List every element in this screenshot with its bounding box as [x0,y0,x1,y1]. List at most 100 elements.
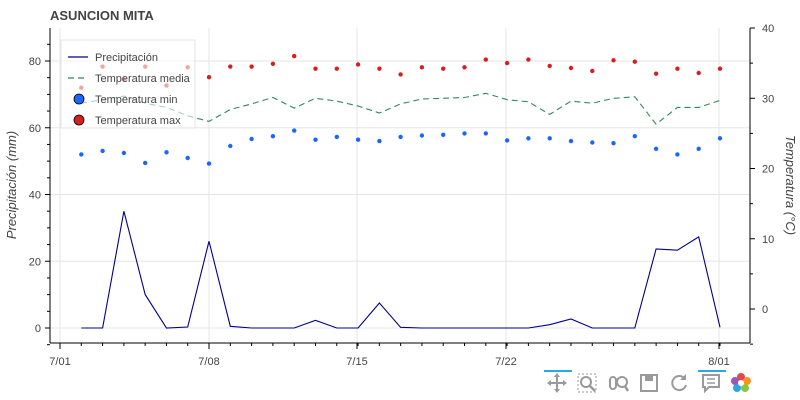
y-tick-label-left: 0 [35,323,41,335]
data-point [206,75,212,80]
data-point [462,65,467,70]
data-point [377,66,382,71]
data-point [355,137,361,142]
data-point [526,136,531,141]
data-point [292,128,297,133]
y-tick-label-right: 10 [762,234,774,246]
data-point [590,140,595,145]
data-point [504,60,510,66]
data-point [355,62,361,67]
data-point [653,146,659,151]
hover-tool-icon[interactable] [700,372,722,396]
y-tick-label-right: 0 [762,304,768,316]
data-point [504,138,510,143]
data-point [653,71,659,76]
data-point [568,65,574,71]
data-point [313,66,318,71]
legend-item: Precipitación [68,52,158,64]
legend-label: Precipitación [95,52,158,64]
data-point [313,137,318,142]
legend-label: Temperatura max [95,115,181,127]
active-tool-indicator [698,370,726,372]
data-point [270,61,276,66]
data-point [143,160,148,166]
data-point [185,155,190,161]
y-tick-label-left: 60 [29,123,41,135]
series-precipitación [81,211,721,329]
y-axis-label-left: Precipitación (mm) [4,131,19,239]
data-point [249,64,254,69]
data-point [547,136,552,141]
data-point [717,66,723,71]
x-tick-label: 7/22 [495,356,516,368]
data-point [568,138,574,144]
data-point [590,68,595,74]
data-point [441,132,446,137]
reset-tool-icon[interactable] [668,372,690,396]
data-point [696,146,701,151]
data-point [696,70,701,76]
data-point [121,150,127,156]
data-point [206,161,212,166]
data-point [419,65,425,70]
legend-box [60,39,196,129]
data-point [398,72,403,77]
legend-glyph [73,93,85,105]
bokeh-logo-icon[interactable] [730,372,752,396]
y-tick-label-left: 20 [29,256,41,268]
legend-item: Temperatura media [68,73,191,85]
y-tick-label-left: 80 [29,56,41,68]
data-point [228,64,233,69]
legend-label: Temperatura media [95,73,191,85]
data-point [632,134,637,139]
x-tick-label: 7/08 [198,356,219,368]
data-point [79,152,84,157]
legend: Precipitación Temperatura media Temperatur… [60,39,196,129]
data-point [377,138,382,144]
legend-item: Temperatura min [73,93,178,106]
save-tool-icon[interactable] [638,372,660,396]
legend-glyph [73,114,85,126]
data-point [228,143,233,149]
precipitation-line [81,211,721,329]
data-point [547,63,552,69]
x-tick-label: 8/01 [708,356,729,368]
data-point [100,148,105,154]
data-point [334,134,339,140]
data-point [483,57,488,62]
data-point [292,53,297,59]
chart-title: ASUNCION MITA [50,8,154,23]
data-point [462,131,467,136]
data-point [398,134,403,140]
legend-label: Temperatura min [95,94,178,106]
data-point [164,150,169,155]
data-point [611,58,616,63]
data-point [675,152,680,157]
x-tick-label: 7/15 [346,356,367,368]
data-point [675,66,680,71]
legend-item: Temperatura max [73,114,181,127]
pan-tool-icon[interactable] [546,372,568,396]
y-axis-label-right: Temperatura (°C) [783,135,798,235]
data-point [526,57,531,62]
data-point [483,131,488,136]
data-point [419,133,425,138]
x-tick-label: 7/01 [49,356,70,368]
y-tick-label-right: 40 [762,23,774,35]
toolbar [542,370,756,398]
data-point [270,134,276,139]
wheel-zoom-tool-icon[interactable] [608,372,630,396]
data-point [441,66,446,71]
active-tool-indicator [544,370,572,372]
box-zoom-tool-icon[interactable] [576,372,598,396]
axes: 0 20 40 60 80 0 10 20 30 40 7/01 7/08 7/15 7/22 8/01 [29,23,775,368]
data-point [717,136,723,141]
series-temperatura-min [79,128,723,166]
y-tick-label-left: 40 [29,190,41,202]
y-tick-label-right: 30 [762,93,774,105]
data-point [249,136,254,142]
data-point [632,59,637,64]
y-tick-label-right: 20 [762,164,774,176]
data-point [334,66,339,71]
